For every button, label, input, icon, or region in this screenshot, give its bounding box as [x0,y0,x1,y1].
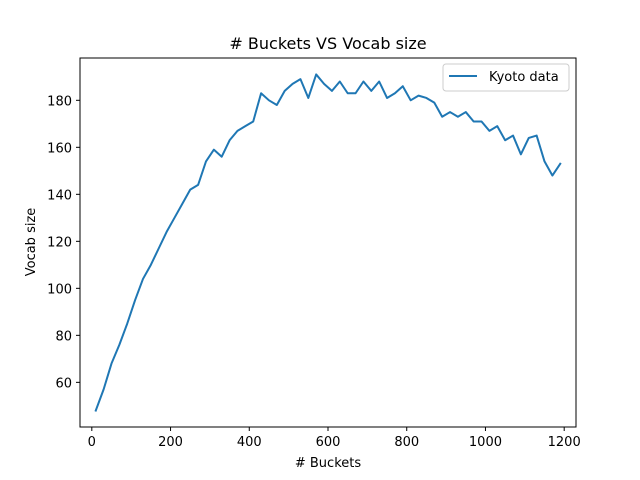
x-axis-title: # Buckets [295,456,361,471]
y-axis-title: Vocab size [24,208,39,277]
y-tick-label: 80 [55,329,72,344]
series-line-0 [94,73,562,412]
y-tick-label: 160 [47,141,72,156]
x-tick-label: 1200 [548,435,581,450]
y-tick-label: 180 [47,94,72,109]
legend-label: Kyoto data [489,70,559,85]
x-tick-label: 800 [394,435,419,450]
x-tick-label: 600 [316,435,341,450]
y-tick-label: 60 [55,376,72,391]
legend-box [442,63,570,92]
x-tick-label: 400 [237,435,262,450]
x-axis: 0 200 400 600 800 1000 1200 [88,427,581,450]
plot-area [94,73,562,412]
y-tick-label: 140 [47,188,72,203]
y-tick-label: 120 [47,235,72,250]
legend: Kyoto data [442,63,570,92]
x-tick-label: 1000 [469,435,502,450]
y-axis: 60 80 100 120 140 160 180 [47,94,80,391]
chart-title: # Buckets VS Vocab size [229,34,426,53]
y-tick-label: 100 [47,282,72,297]
x-tick-label: 200 [158,435,183,450]
x-tick-label: 0 [88,435,96,450]
